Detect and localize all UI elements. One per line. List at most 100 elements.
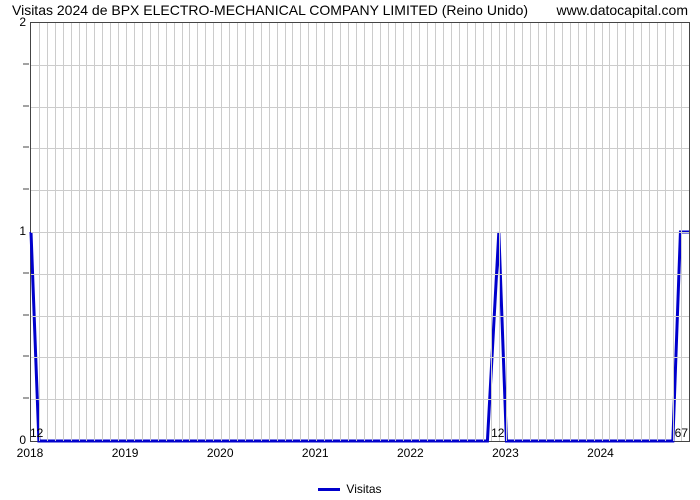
vgrid-minor <box>213 23 214 441</box>
y-minor-tick <box>23 356 29 357</box>
vgrid-minor <box>459 23 460 441</box>
vgrid-minor <box>649 23 650 441</box>
legend-swatch <box>318 488 340 491</box>
vgrid-minor <box>158 23 159 441</box>
vgrid-minor <box>285 23 286 441</box>
vgrid-minor <box>229 23 230 441</box>
vgrid-minor <box>364 23 365 441</box>
vgrid-minor <box>395 23 396 441</box>
vgrid-minor <box>110 23 111 441</box>
plot-area <box>30 22 690 442</box>
vgrid-minor <box>308 23 309 441</box>
vgrid-minor <box>633 23 634 441</box>
vgrid-minor <box>578 23 579 441</box>
hgrid-minor <box>31 357 689 358</box>
chart-container: Visitas 2024 de BPX ELECTRO-MECHANICAL C… <box>0 0 700 500</box>
vgrid-minor <box>546 23 547 441</box>
y-minor-tick <box>23 63 29 64</box>
vgrid-minor <box>189 23 190 441</box>
vgrid-minor <box>673 23 674 441</box>
y-tick-label: 0 <box>6 433 26 447</box>
y-minor-tick <box>23 398 29 399</box>
vgrid-minor <box>538 23 539 441</box>
vgrid-minor <box>514 23 515 441</box>
vgrid-minor <box>554 23 555 441</box>
vgrid-minor <box>491 23 492 441</box>
vgrid-minor <box>118 23 119 441</box>
vgrid-line <box>411 23 412 441</box>
vgrid-line <box>221 23 222 441</box>
y-minor-tick <box>23 189 29 190</box>
vgrid-minor <box>641 23 642 441</box>
hgrid-minor <box>31 190 689 191</box>
chart-title: Visitas 2024 de BPX ELECTRO-MECHANICAL C… <box>12 2 528 18</box>
y-tick-label: 2 <box>6 15 26 29</box>
vgrid-minor <box>475 23 476 441</box>
vgrid-minor <box>134 23 135 441</box>
x-tick-label: 2023 <box>492 446 519 460</box>
vgrid-minor <box>47 23 48 441</box>
vgrid-minor <box>388 23 389 441</box>
x-tick-label: 2022 <box>397 446 424 460</box>
hgrid-minor <box>31 399 689 400</box>
value-label: 12 <box>30 426 43 440</box>
vgrid-line <box>506 23 507 441</box>
vgrid-minor <box>625 23 626 441</box>
vgrid-minor <box>427 23 428 441</box>
vgrid-minor <box>292 23 293 441</box>
vgrid-minor <box>522 23 523 441</box>
vgrid-minor <box>483 23 484 441</box>
x-tick-label: 2021 <box>302 446 329 460</box>
vgrid-minor <box>451 23 452 441</box>
vgrid-minor <box>182 23 183 441</box>
vgrid-minor <box>245 23 246 441</box>
vgrid-line <box>602 23 603 441</box>
vgrid-minor <box>277 23 278 441</box>
vgrid-minor <box>348 23 349 441</box>
vgrid-minor <box>63 23 64 441</box>
value-label: 12 <box>491 426 504 440</box>
vgrid-minor <box>300 23 301 441</box>
hgrid-minor <box>31 65 689 66</box>
vgrid-minor <box>253 23 254 441</box>
y-minor-tick <box>23 314 29 315</box>
hgrid-minor <box>31 148 689 149</box>
vgrid-line <box>126 23 127 441</box>
vgrid-minor <box>174 23 175 441</box>
value-label: 67 <box>675 426 688 440</box>
y-tick-label: 1 <box>6 224 26 238</box>
y-minor-tick <box>23 147 29 148</box>
vgrid-minor <box>372 23 373 441</box>
vgrid-minor <box>419 23 420 441</box>
hgrid-minor <box>31 316 689 317</box>
vgrid-minor <box>665 23 666 441</box>
vgrid-minor <box>86 23 87 441</box>
vgrid-minor <box>443 23 444 441</box>
vgrid-minor <box>150 23 151 441</box>
chart-title-row: Visitas 2024 de BPX ELECTRO-MECHANICAL C… <box>12 2 688 18</box>
vgrid-minor <box>166 23 167 441</box>
vgrid-minor <box>94 23 95 441</box>
chart-source: www.datocapital.com <box>556 2 688 18</box>
hgrid-minor <box>31 107 689 108</box>
vgrid-minor <box>79 23 80 441</box>
vgrid-minor <box>562 23 563 441</box>
vgrid-minor <box>403 23 404 441</box>
hgrid-minor <box>31 274 689 275</box>
vgrid-minor <box>617 23 618 441</box>
vgrid-minor <box>681 23 682 441</box>
vgrid-minor <box>205 23 206 441</box>
vgrid-minor <box>340 23 341 441</box>
vgrid-minor <box>356 23 357 441</box>
vgrid-minor <box>71 23 72 441</box>
vgrid-minor <box>261 23 262 441</box>
hgrid-line <box>31 232 689 233</box>
vgrid-minor <box>55 23 56 441</box>
vgrid-minor <box>499 23 500 441</box>
vgrid-minor <box>609 23 610 441</box>
legend: Visitas <box>0 482 700 496</box>
x-tick-label: 2019 <box>112 446 139 460</box>
vgrid-minor <box>380 23 381 441</box>
vgrid-minor <box>197 23 198 441</box>
vgrid-line <box>316 23 317 441</box>
